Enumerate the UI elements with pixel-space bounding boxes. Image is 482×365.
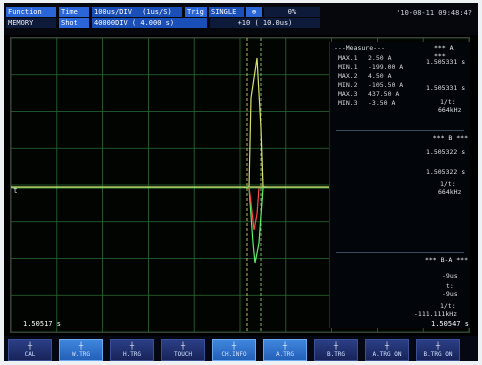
measure-label: MIN.2 — [338, 81, 358, 89]
softkey-b-trg-on[interactable]: ┼ B.TRG ON — [416, 339, 460, 361]
measure-value: 4.50 A — [368, 72, 392, 80]
cursor-a-time-2: 1.505331 s — [426, 84, 466, 92]
cursor-b-freq: 664kHz — [438, 188, 462, 196]
sample-rate: (1us/S) — [142, 8, 172, 16]
measure-label: MIN.3 — [338, 99, 358, 107]
cursor-b-header: *** B *** — [432, 134, 468, 142]
trig-mode[interactable]: SINGLE — [209, 7, 244, 17]
trig-label: Trig — [185, 7, 207, 17]
softkey-label: B.TRG — [326, 351, 346, 358]
cursor-ba-freq: -111.111kHz — [414, 310, 458, 318]
softkey-ch-info[interactable]: ┼ CH.INFO — [212, 339, 256, 361]
softkey-icon: ┼ — [129, 342, 135, 350]
trigger-level-marker[interactable]: t — [13, 186, 18, 195]
cursor-ba-freq-label: 1/t: — [440, 302, 456, 310]
trig-position[interactable]: 0% — [264, 7, 320, 17]
softkey-label: CH.INFO — [221, 351, 247, 358]
measurement-panel: ---Measure--- MAX.1 2.50 A MIN.1 -199.00 A M… — [329, 42, 470, 328]
softkey-icon: ┼ — [333, 342, 339, 350]
cursor-ba-header: *** B-A *** — [424, 256, 468, 264]
softkey-a-trg-on[interactable]: ┼ A.TRG ON — [365, 339, 409, 361]
oscilloscope-screen: Function MEMORY Time Shot 100us/DIV (1us… — [4, 3, 478, 361]
divider — [336, 252, 464, 253]
softkey-label: H.TRG — [122, 351, 142, 358]
measure-label: MIN.1 — [338, 63, 358, 71]
measure-label: MAX.3 — [338, 90, 358, 98]
softkey-label: B.TRG ON — [423, 351, 453, 358]
measure-label: MAX.2 — [338, 72, 358, 80]
cursor-a-freq-label: 1/t: — [440, 98, 456, 106]
softkey-icon: ┼ — [27, 342, 33, 350]
measure-title: ---Measure--- — [334, 44, 385, 52]
softkey-icon: ┼ — [78, 342, 84, 350]
measure-value: 437.50 A — [368, 90, 400, 98]
softkey-a-trg[interactable]: ┼ A.TRG — [263, 339, 307, 361]
time-div-value[interactable]: 100us/DIV (1us/S) — [92, 7, 182, 17]
softkey-icon: ┼ — [231, 342, 237, 350]
trig-offset[interactable]: +10 ( 10.0us) — [210, 18, 320, 28]
softkey-label: W.TRG — [71, 351, 91, 358]
trig-slope-icon: ⊕ — [246, 7, 262, 17]
shot-label: Shot — [59, 18, 89, 28]
cursor-b-time-1: 1.505322 s — [426, 148, 466, 156]
softkey-label: TOUCH — [173, 351, 193, 358]
softkey-icon: ┼ — [180, 342, 186, 350]
softkey-icon: ┼ — [282, 342, 288, 350]
cursor-ba-value-1: -9us — [442, 272, 458, 280]
cursor-b-freq-label: 1/t: — [440, 180, 456, 188]
cursor-a-freq: 664kHz — [438, 106, 462, 114]
cursor-a-time-1: 1.505331 s — [426, 58, 466, 66]
measure-label: MAX.1 — [338, 54, 358, 62]
cursor-a-header: *** A *** — [434, 44, 454, 60]
measure-value: 2.50 A — [368, 54, 392, 62]
softkey-label: A.TRG — [275, 351, 295, 358]
divider — [336, 130, 464, 131]
cursor-b-time-2: 1.505322 s — [426, 168, 466, 176]
cursor-ba-value-2: -9us — [442, 290, 458, 298]
shot-value[interactable]: 40000DIV ( 4.000 s) — [92, 18, 207, 28]
measure-value: -199.00 A — [368, 63, 404, 71]
softkey-touch[interactable]: ┼ TOUCH — [161, 339, 205, 361]
softkey-cal[interactable]: ┼ CAL — [8, 339, 52, 361]
softkey-icon: ┼ — [384, 342, 390, 350]
datetime: '10-08-11 09:48:4? — [396, 9, 472, 17]
trace-2-spike — [244, 186, 264, 264]
softkey-bar: ┼ CAL ┼ W.TRG ┼ H.TRG ┼ TOUCH ┼ CH.INFO ┼ A.TRG ┼ B.T… — [4, 336, 478, 361]
measure-value: -105.50 A — [368, 81, 404, 89]
left-time-readout: 1.50517 s — [23, 320, 61, 328]
measure-value: -3.50 A — [368, 99, 396, 107]
softkey-b-trg[interactable]: ┼ B.TRG — [314, 339, 358, 361]
time-div: 100us/DIV — [94, 8, 132, 16]
cursor-ba-t-label: t: — [446, 282, 454, 290]
status-bar: Function MEMORY Time Shot 100us/DIV (1us… — [4, 3, 478, 35]
softkey-icon: ┼ — [435, 342, 441, 350]
right-time-readout: 1.50547 s — [431, 320, 469, 328]
softkey-label: CAL — [24, 351, 36, 358]
time-label: Time — [59, 7, 89, 17]
softkey-w-trg[interactable]: ┼ W.TRG — [59, 339, 103, 361]
function-value[interactable]: MEMORY — [6, 18, 56, 28]
softkey-h-trg[interactable]: ┼ H.TRG — [110, 339, 154, 361]
waveform-plot[interactable]: t ---Measure--- MAX.1 2.50 A MIN.1 -199.00 … — [10, 37, 470, 333]
trace-3-spike — [248, 186, 260, 231]
function-label: Function — [6, 7, 56, 17]
softkey-label: A.TRG ON — [372, 351, 402, 358]
